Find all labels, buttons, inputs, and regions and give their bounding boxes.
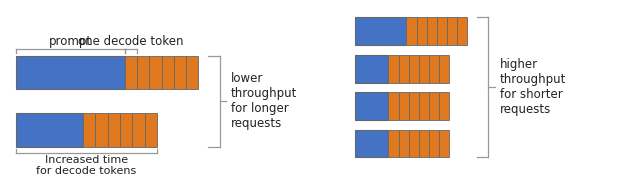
Bar: [447, 17, 457, 45]
Bar: [409, 55, 419, 83]
Bar: [83, 113, 95, 147]
Bar: [409, 92, 419, 120]
Bar: [108, 113, 120, 147]
Bar: [409, 130, 419, 157]
Text: one decode token: one decode token: [78, 35, 184, 48]
Bar: [439, 130, 449, 157]
Bar: [355, 92, 388, 120]
Bar: [419, 92, 429, 120]
Bar: [437, 17, 447, 45]
Bar: [427, 17, 436, 45]
Bar: [406, 17, 417, 45]
Bar: [161, 56, 174, 89]
Bar: [149, 56, 162, 89]
Text: higher
throughput
for shorter
requests: higher throughput for shorter requests: [500, 58, 566, 116]
Bar: [439, 55, 449, 83]
Text: Increased time
for decode tokens: Increased time for decode tokens: [36, 155, 136, 176]
Bar: [399, 92, 409, 120]
Bar: [145, 113, 157, 147]
Bar: [417, 17, 427, 45]
Bar: [399, 130, 409, 157]
Bar: [419, 130, 429, 157]
Bar: [388, 55, 399, 83]
Bar: [355, 17, 406, 45]
Bar: [120, 113, 132, 147]
Bar: [132, 113, 145, 147]
Bar: [95, 113, 108, 147]
Bar: [429, 55, 439, 83]
Bar: [388, 130, 399, 157]
Bar: [388, 92, 399, 120]
Bar: [439, 92, 449, 120]
Bar: [186, 56, 198, 89]
Bar: [429, 130, 439, 157]
Bar: [419, 55, 429, 83]
Bar: [16, 56, 125, 89]
Bar: [429, 92, 439, 120]
Text: lower
throughput
for longer
requests: lower throughput for longer requests: [231, 72, 298, 130]
Bar: [137, 56, 149, 89]
Bar: [174, 56, 186, 89]
Bar: [355, 130, 388, 157]
Bar: [125, 56, 137, 89]
Text: prompt: prompt: [49, 35, 92, 48]
Bar: [457, 17, 467, 45]
Bar: [399, 55, 409, 83]
Bar: [16, 113, 83, 147]
Bar: [355, 55, 388, 83]
